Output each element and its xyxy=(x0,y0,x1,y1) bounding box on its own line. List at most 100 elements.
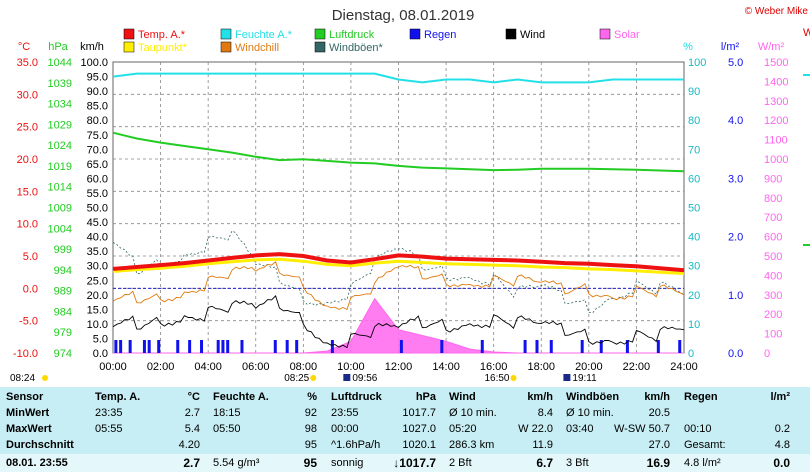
wind-tick-label: 15.0 xyxy=(87,304,108,316)
table-row: Durchschnitt 4.20 95 ^1.6hPa/h 1020.1 286.3 k… xyxy=(0,437,810,453)
temp-time: 05:55 xyxy=(95,423,123,435)
row-label: 08.01. 23:55 xyxy=(6,457,68,469)
humidity-tick-label: 30 xyxy=(688,261,700,273)
row-label: Durchschnitt xyxy=(6,439,74,451)
x-tick-label: 06:00 xyxy=(242,361,270,373)
header-gust: Windböen xyxy=(566,391,620,403)
windchill-line xyxy=(112,261,685,311)
legend-label: Regen xyxy=(424,29,456,41)
temperature-line xyxy=(112,252,685,273)
temp-time: 23:35 xyxy=(95,407,123,419)
rain-bar xyxy=(549,340,553,353)
marker-left-time: 08:24 xyxy=(10,373,35,384)
axis-ticks: 35.0 30.0 25.0 20.0 15.0 10.0 5.0 0.0 -5.0 -10.0 1… xyxy=(13,57,789,373)
legend-label: Feuchte A.* xyxy=(235,29,293,41)
solar-tick-label: 1300 xyxy=(764,96,788,108)
rain-bar xyxy=(399,340,403,353)
rain-bar xyxy=(295,340,299,353)
humidity-tick-label: 0 xyxy=(688,348,694,360)
rain-bar xyxy=(226,340,230,353)
rain-value: 0.0 xyxy=(773,456,790,470)
pressure-time: ^1.6hPa/h xyxy=(331,439,381,451)
pressure-value: 1017.7 xyxy=(402,407,436,419)
temp-tick-label: 20.0 xyxy=(17,154,38,166)
temp-value: 2.7 xyxy=(184,407,200,419)
pressure-value: ↓1017.7 xyxy=(393,456,436,470)
x-tick-label: 16:00 xyxy=(480,361,508,373)
header-wind: Wind xyxy=(449,391,476,403)
pressure-tick-label: 999 xyxy=(54,244,72,256)
header-humidity-unit: % xyxy=(307,391,317,403)
copyright-label: © Weber Mike xyxy=(745,6,809,17)
wind-tick-label: 30.0 xyxy=(87,261,108,273)
humidity-time: 18:15 xyxy=(213,407,241,419)
wind-tick-label: 80.0 xyxy=(87,115,108,127)
solar-tick-label: 0 xyxy=(764,348,770,360)
humidity-tick-label: 80 xyxy=(688,115,700,127)
legend-label: Temp. A.* xyxy=(138,29,186,41)
row-label: MaxWert xyxy=(6,423,52,435)
table-header-row: Sensor Temp. A. °C Feuchte A. % Luftdruc… xyxy=(0,389,810,405)
solar-tick-label: 1500 xyxy=(764,57,788,69)
rain-bar xyxy=(330,340,334,353)
header-pressure-unit: hPa xyxy=(415,391,436,403)
sunset-time: 16:50 xyxy=(484,373,509,384)
x-tick-label: 12:00 xyxy=(385,361,413,373)
rain-tick-label: 0.0 xyxy=(728,348,743,360)
sunset-icon xyxy=(510,375,517,381)
rain-value: 4.8 xyxy=(774,439,790,451)
legend-swatch xyxy=(123,28,135,40)
x-tick-label: 18:00 xyxy=(527,361,555,373)
solar-tick-label: 1200 xyxy=(764,115,788,127)
header-wind-unit: km/h xyxy=(527,391,553,403)
rain-bar xyxy=(240,340,244,353)
pressure-tick-label: 984 xyxy=(54,306,72,318)
rain-bar xyxy=(188,340,192,353)
humidity-line xyxy=(112,72,684,84)
legend-swatch xyxy=(220,28,232,40)
rain-bar xyxy=(200,340,204,353)
chart-grid xyxy=(112,61,685,354)
wind-tick-label: 70.0 xyxy=(87,144,108,156)
header-rain-unit: l/m² xyxy=(770,391,790,403)
wind-time: Ø 10 min. xyxy=(449,407,497,419)
header-temp: Temp. A. xyxy=(95,391,141,403)
humidity-value: 92 xyxy=(304,407,317,419)
temp-tick-label: 25.0 xyxy=(17,122,38,134)
wind-value: 6.7 xyxy=(536,456,553,470)
humidity-tick-label: 90 xyxy=(688,86,700,98)
rain-bar xyxy=(142,340,146,353)
rain-bar xyxy=(176,340,180,353)
legend-swatch xyxy=(220,41,232,53)
dewpoint-line xyxy=(112,257,685,275)
moonrise-time: 09:56 xyxy=(352,373,377,384)
wind-tick-label: 95.0 xyxy=(87,72,108,84)
rain-tick-label: 5.0 xyxy=(728,57,743,69)
wind-value: 11.9 xyxy=(532,439,553,451)
moonset-time: 19:11 xyxy=(572,373,597,384)
pressure-unit-label: hPa xyxy=(48,41,68,53)
chart-title: Dienstag, 08.01.2019 xyxy=(332,7,475,24)
table-row: MaxWert 05:55 5.4 05:50 98 00:00 1027.0 05:20 W … xyxy=(0,421,810,437)
rain-bar xyxy=(656,340,660,353)
wind-tick-label: 50.0 xyxy=(87,203,108,215)
rain-bar xyxy=(625,340,629,353)
pressure-tick-label: 1044 xyxy=(48,57,72,69)
rain-bar xyxy=(599,340,603,353)
legend-label: Luftdruck xyxy=(329,29,375,41)
solar-tick-label: 700 xyxy=(764,212,782,224)
rain-bar xyxy=(273,340,277,353)
rain-time: 00:10 xyxy=(684,423,712,435)
moonset-icon xyxy=(563,374,571,381)
rain-bar xyxy=(535,340,539,353)
rain-bar xyxy=(147,340,151,353)
extra-right-label: W xyxy=(803,27,810,39)
table-row: 08.01. 23:55 2.7 5.54 g/m³ 95 sonnig ↓1017.7 2… xyxy=(0,454,810,472)
row-label: MinWert xyxy=(6,407,50,419)
humidity-tick-label: 70 xyxy=(688,144,700,156)
axis-units: °C hPa km/h% l/m² W/m² W xyxy=(18,27,810,53)
rain-bar xyxy=(523,340,527,353)
wind-tick-label: 55.0 xyxy=(87,188,108,200)
wind-unit-label: km/h xyxy=(80,41,104,53)
wind-tick-label: 75.0 xyxy=(87,130,108,142)
